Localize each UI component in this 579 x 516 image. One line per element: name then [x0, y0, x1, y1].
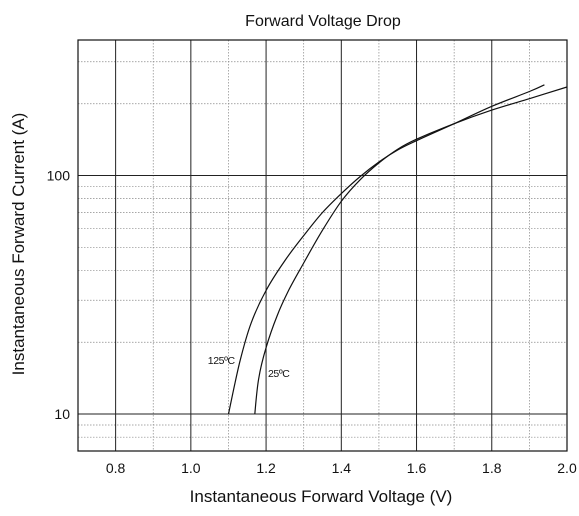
major-grid	[78, 40, 567, 451]
series-line-125c	[227, 84, 545, 415]
y-tick-labels: 10 100	[47, 168, 71, 423]
x-tick-label: 0.8	[106, 460, 126, 476]
x-tick-label: 1.2	[256, 460, 276, 476]
series-annotation: 125ºC	[208, 355, 236, 367]
series-layer	[227, 84, 568, 415]
x-tick-label: 1.0	[181, 460, 201, 476]
curve-annotations: 125ºC 25ºC	[208, 355, 291, 380]
x-tick-label: 1.4	[332, 460, 352, 476]
y-tick-label: 100	[47, 168, 71, 184]
y-axis-label: Instantaneous Forward Current (A)	[9, 113, 28, 376]
x-tick-label: 2.0	[557, 460, 577, 476]
x-tick-labels: 0.8 1.0 1.2 1.4 1.6 1.8 2.0	[106, 460, 577, 476]
x-axis-label: Instantaneous Forward Voltage (V)	[190, 487, 453, 506]
plot-frame	[77, 39, 568, 452]
x-tick-label: 1.8	[482, 460, 502, 476]
x-tick-label: 1.6	[407, 460, 427, 476]
minor-grid	[78, 61, 567, 438]
y-tick-label: 10	[54, 406, 70, 422]
series-line-25c	[254, 86, 568, 415]
chart-title: Forward Voltage Drop	[245, 13, 401, 30]
series-annotation: 25ºC	[268, 368, 290, 380]
